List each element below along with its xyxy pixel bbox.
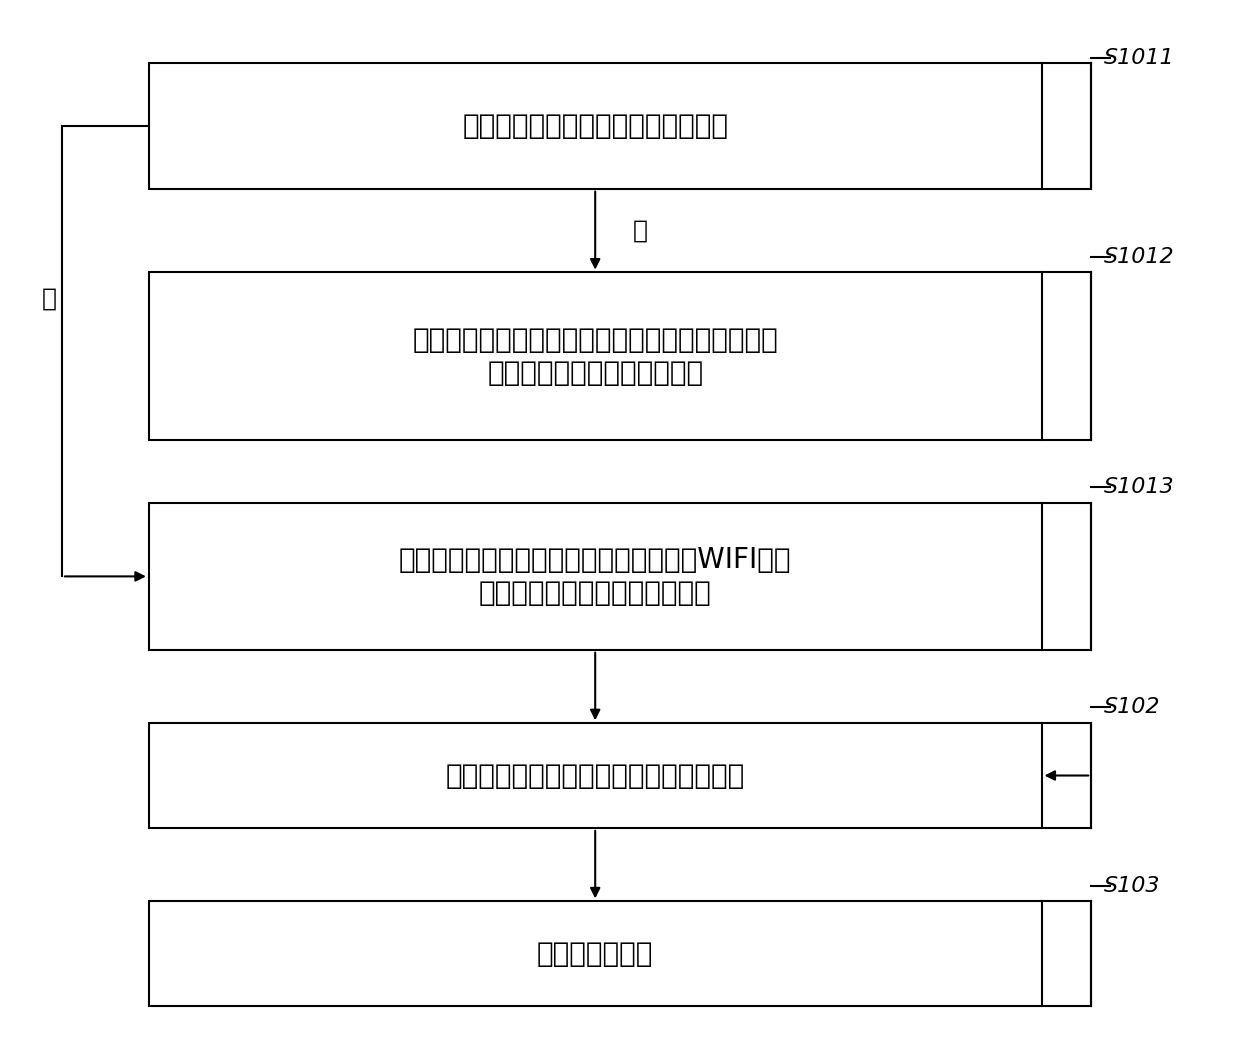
Text: 显示物品的名称: 显示物品的名称	[537, 940, 653, 967]
FancyBboxPatch shape	[149, 63, 1042, 189]
Text: S103: S103	[1104, 875, 1161, 896]
Text: 当与客户端之间具有蓝牙连接时，通过蓝牙网络获
取客户端发送的物品命名指令: 当与客户端之间具有蓝牙连接时，通过蓝牙网络获 取客户端发送的物品命名指令	[413, 326, 777, 387]
Text: S102: S102	[1104, 697, 1161, 718]
Text: 否: 否	[42, 287, 57, 310]
FancyBboxPatch shape	[149, 901, 1042, 1006]
Text: S1011: S1011	[1104, 47, 1174, 68]
Text: S1013: S1013	[1104, 477, 1174, 498]
Text: 根据物品命名指令对罐内的物品进行命名: 根据物品命名指令对罐内的物品进行命名	[445, 762, 745, 789]
Text: 当与客户端之间不具有蓝牙连接时，通过WIFI网络
获取客户端发送的物品命名指令: 当与客户端之间不具有蓝牙连接时，通过WIFI网络 获取客户端发送的物品命名指令	[399, 546, 791, 607]
FancyBboxPatch shape	[149, 272, 1042, 440]
FancyBboxPatch shape	[149, 503, 1042, 650]
Text: 是: 是	[632, 219, 647, 242]
Text: S1012: S1012	[1104, 246, 1174, 267]
Text: 判断与客户端之间是否具有蓝牙连接: 判断与客户端之间是否具有蓝牙连接	[463, 112, 728, 139]
FancyBboxPatch shape	[149, 723, 1042, 828]
